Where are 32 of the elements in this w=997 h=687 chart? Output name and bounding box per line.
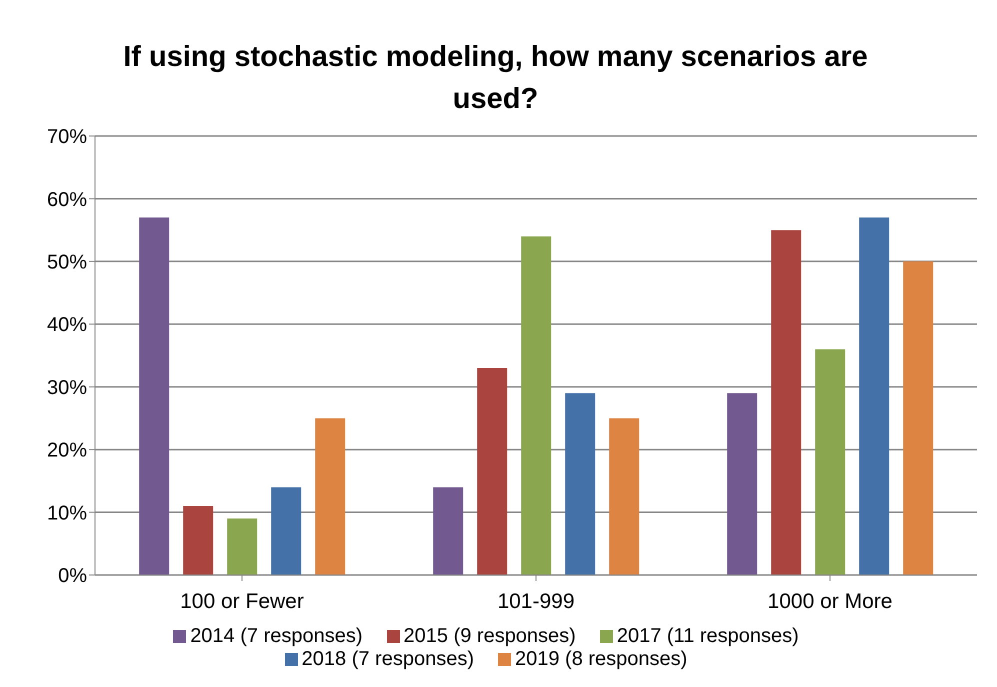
bar xyxy=(139,218,170,575)
bar xyxy=(771,230,802,575)
bar xyxy=(521,236,552,575)
y-tick-label: 40% xyxy=(46,314,88,336)
chart-title: If using stochastic modeling, how many scenarios are used? xyxy=(122,40,869,117)
y-tick-label: 10% xyxy=(46,502,88,524)
x-tick-label: 1000 or More xyxy=(768,590,892,613)
bar xyxy=(859,218,890,575)
x-tick-label: 101-999 xyxy=(497,590,575,613)
y-tick-label: 60% xyxy=(46,188,88,211)
bar xyxy=(565,393,596,575)
bar xyxy=(477,368,508,575)
y-tick-label: 50% xyxy=(46,252,88,274)
legend-label: 2015 (9 responses) xyxy=(404,625,576,647)
legend-label: 2014 (7 responses) xyxy=(190,625,363,647)
y-tick-label: 70% xyxy=(46,126,88,148)
y-tick-label: 20% xyxy=(46,440,88,462)
bar xyxy=(271,487,302,575)
bar xyxy=(227,518,258,575)
legend-label: 2017 (11 responses) xyxy=(616,625,799,647)
bar xyxy=(609,418,640,575)
bar xyxy=(315,418,346,575)
bar xyxy=(903,261,934,575)
bar xyxy=(815,349,846,575)
bar xyxy=(433,487,464,575)
y-tick-label: 0% xyxy=(58,565,88,588)
y-tick-label: 30% xyxy=(46,376,88,399)
legend-label: 2019 (8 responses) xyxy=(515,648,688,670)
x-tick-label: 100 or Fewer xyxy=(180,590,304,613)
bar xyxy=(183,506,214,575)
bar xyxy=(727,393,758,575)
legend-label: 2018 (7 responses) xyxy=(302,648,474,670)
